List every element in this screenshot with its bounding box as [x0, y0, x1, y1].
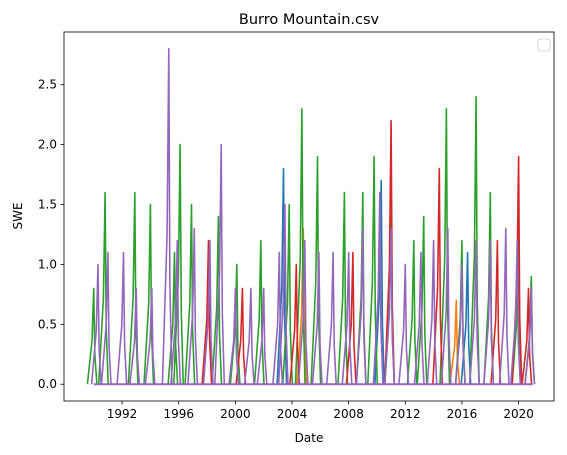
y-tick-label: 2.0: [38, 138, 57, 152]
legend-box: [537, 38, 551, 52]
y-tick-label: 0.5: [38, 317, 57, 331]
x-tick-label: 2012: [390, 407, 421, 421]
x-tick-label: 1992: [107, 407, 138, 421]
y-tick-label: 0.0: [38, 377, 57, 391]
x-tick-label: 2020: [503, 407, 534, 421]
y-tick-label: 1.5: [38, 198, 57, 212]
x-tick-label: 2004: [277, 407, 308, 421]
x-tick-label: 1996: [163, 407, 194, 421]
series-line-4: [201, 119, 533, 385]
x-tick-label: 2016: [447, 407, 478, 421]
y-tick-label: 2.5: [38, 78, 57, 92]
x-axis-label: Date: [295, 431, 324, 445]
series-line-5: [90, 48, 536, 385]
y-axis-label: SWE: [11, 202, 25, 229]
series-line-3: [86, 95, 536, 385]
x-axis-ticks: 1992 1996 2000 2004 2008 2012 2016 2020: [107, 401, 534, 421]
plot-frame: [63, 31, 555, 402]
y-tick-label: 1.0: [38, 257, 57, 271]
plot-series: [86, 48, 536, 386]
x-tick-label: 2000: [220, 407, 251, 421]
y-axis-ticks: 0.0 0.5 1.0 1.5 2.0 2.5: [38, 78, 64, 391]
x-tick-label: 2008: [333, 407, 364, 421]
chart-title: Burro Mountain.csv: [239, 12, 380, 28]
